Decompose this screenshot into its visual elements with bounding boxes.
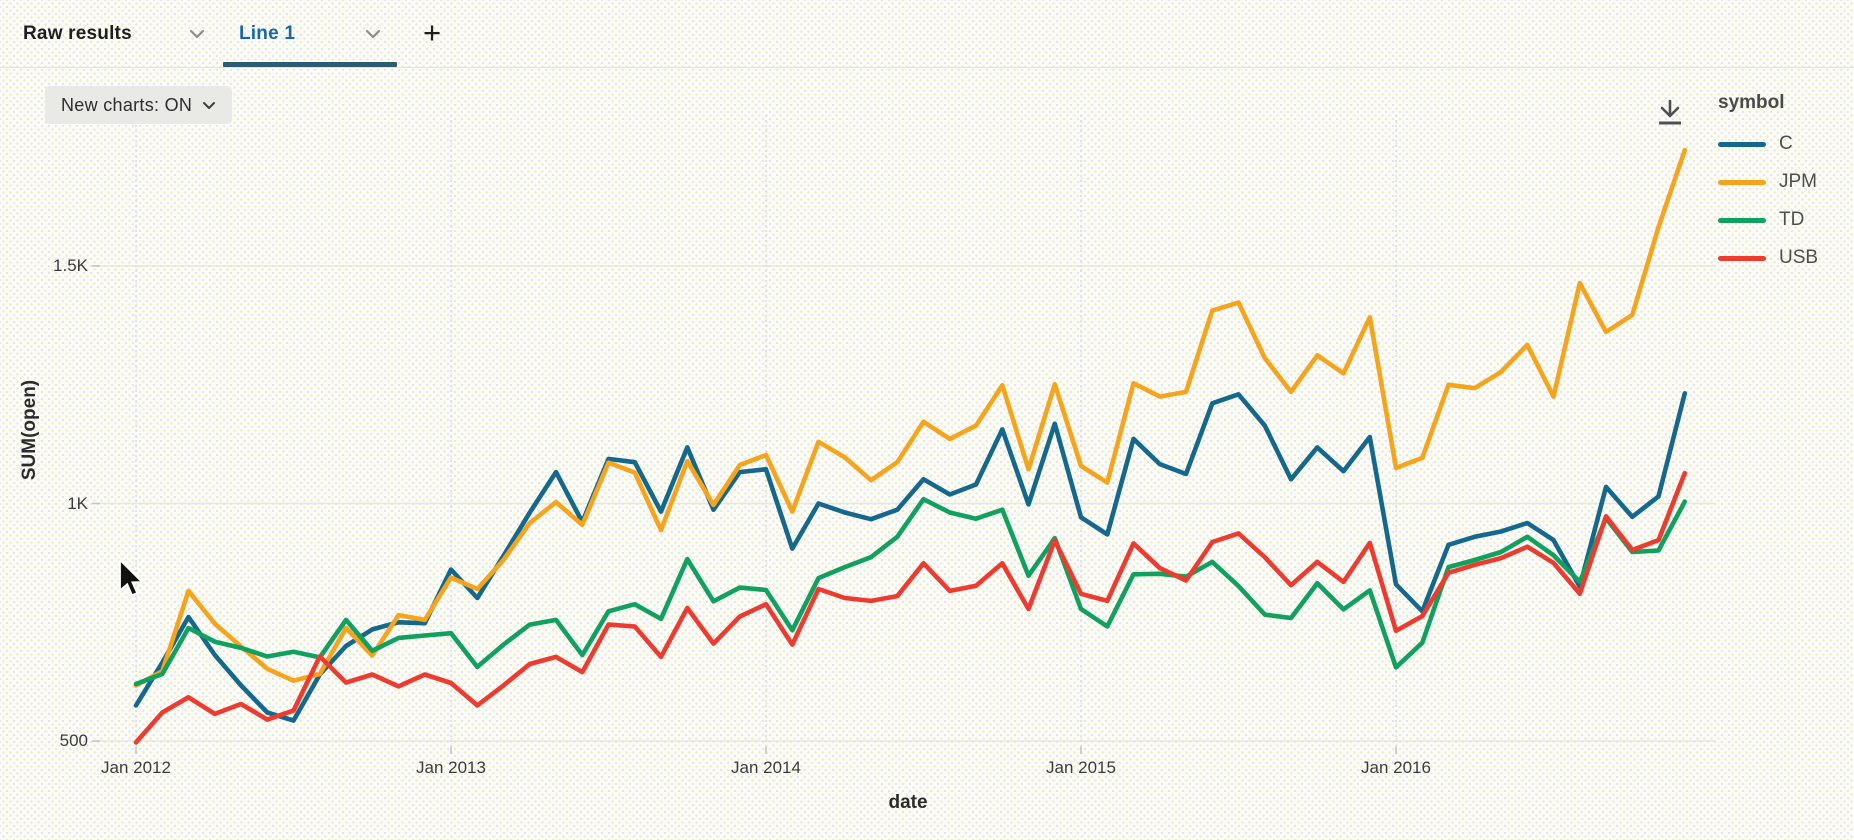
legend-item-TD[interactable]: TD <box>1718 201 1848 239</box>
chevron-down-icon <box>189 29 205 38</box>
legend-swatch <box>1718 179 1766 185</box>
new-charts-label: New charts: ON <box>61 94 193 115</box>
series-line-USB[interactable] <box>133 470 1688 745</box>
series-line-TD[interactable] <box>133 496 1688 687</box>
y-tick-label: 1.5K <box>53 256 88 275</box>
add-tab-button[interactable]: + <box>414 8 450 58</box>
legend-label: USB <box>1779 247 1819 268</box>
y-axis-title: SUM(open) <box>19 379 40 481</box>
legend-swatch <box>1718 217 1766 223</box>
active-tab-underline <box>223 62 397 67</box>
legend-swatch <box>1718 141 1766 147</box>
chevron-down-icon <box>203 101 216 109</box>
x-axis-title: date <box>888 792 928 813</box>
y-tick-label: 500 <box>59 731 88 750</box>
new-charts-toggle[interactable]: New charts: ON <box>45 86 233 124</box>
tab-raw-results[interactable]: Raw results <box>23 0 205 67</box>
legend-title: symbol <box>1718 92 1785 113</box>
legend-item-JPM[interactable]: JPM <box>1718 163 1848 201</box>
legend-label: C <box>1779 133 1793 154</box>
x-tick-label: Jan 2015 <box>1046 758 1116 777</box>
download-button[interactable] <box>1652 92 1692 134</box>
download-icon <box>1659 99 1681 125</box>
legend-item-C[interactable]: C <box>1718 125 1848 163</box>
legend-label: JPM <box>1779 171 1817 192</box>
x-tick-label: Jan 2012 <box>101 758 171 777</box>
chevron-down-icon <box>365 29 381 38</box>
tab-label: Raw results <box>23 22 132 44</box>
legend-swatch <box>1718 255 1766 261</box>
legend-label: TD <box>1779 209 1805 230</box>
chart-legend: symbol C JPM TD USB <box>1718 92 1848 277</box>
series-line-JPM[interactable] <box>133 147 1688 688</box>
tab-label: Line 1 <box>239 22 296 44</box>
tab-bar: Raw results Line 1 + <box>0 0 1854 68</box>
legend-items: C JPM TD USB <box>1718 125 1848 277</box>
tab-line-1[interactable]: Line 1 <box>223 0 397 67</box>
x-tick-label: Jan 2014 <box>731 758 801 777</box>
x-tick-label: Jan 2013 <box>416 758 486 777</box>
x-tick-label: Jan 2016 <box>1361 758 1431 777</box>
legend-item-USB[interactable]: USB <box>1718 239 1848 277</box>
y-tick-label: 1K <box>67 493 88 513</box>
mouse-cursor-icon <box>119 560 145 597</box>
